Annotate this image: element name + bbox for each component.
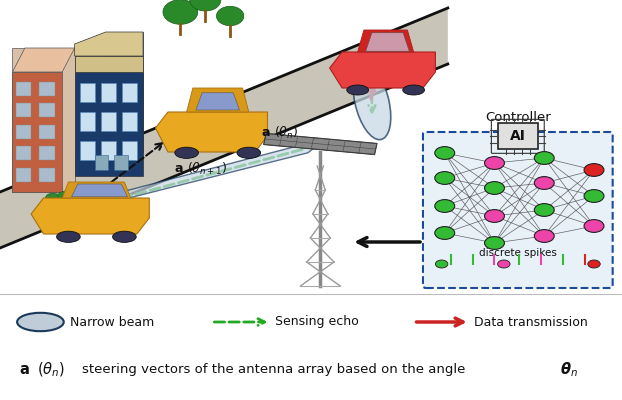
- Polygon shape: [187, 88, 249, 112]
- Circle shape: [435, 200, 455, 212]
- Bar: [498, 123, 538, 149]
- Circle shape: [534, 230, 554, 242]
- Bar: [80, 83, 95, 102]
- Polygon shape: [196, 93, 239, 110]
- Bar: [16, 146, 31, 160]
- Circle shape: [584, 164, 604, 176]
- Circle shape: [435, 147, 455, 160]
- Bar: [16, 82, 31, 96]
- Ellipse shape: [216, 6, 244, 26]
- Polygon shape: [75, 32, 143, 56]
- Bar: [16, 125, 31, 139]
- Bar: [39, 82, 55, 96]
- Text: steering vectors of the antenna array based on the angle: steering vectors of the antenna array ba…: [82, 364, 465, 376]
- Polygon shape: [62, 182, 131, 198]
- Text: $(\theta_n)$: $(\theta_n)$: [274, 125, 298, 141]
- Polygon shape: [12, 72, 62, 192]
- Polygon shape: [50, 143, 314, 218]
- Bar: [39, 168, 55, 182]
- Text: AI: AI: [510, 129, 526, 143]
- Circle shape: [435, 226, 455, 239]
- Circle shape: [435, 172, 455, 184]
- Text: $\boldsymbol{\theta}_n$: $\boldsymbol{\theta}_n$: [560, 361, 578, 379]
- Circle shape: [584, 190, 604, 202]
- Ellipse shape: [163, 0, 198, 24]
- Ellipse shape: [237, 147, 261, 158]
- Bar: [39, 103, 55, 117]
- Text: Data transmission: Data transmission: [474, 316, 588, 328]
- Bar: [122, 112, 137, 131]
- Polygon shape: [72, 184, 128, 197]
- Text: $\mathbf{a}$: $\mathbf{a}$: [19, 362, 29, 378]
- Text: $(\theta_{n+1})$: $(\theta_{n+1})$: [187, 161, 227, 177]
- Ellipse shape: [57, 231, 80, 242]
- Circle shape: [485, 156, 504, 170]
- Circle shape: [534, 204, 554, 216]
- Circle shape: [485, 182, 504, 194]
- Polygon shape: [156, 112, 267, 152]
- Polygon shape: [12, 48, 75, 72]
- Bar: [101, 112, 116, 131]
- Bar: [101, 83, 116, 102]
- Bar: [122, 83, 137, 102]
- Ellipse shape: [402, 85, 424, 95]
- Bar: [80, 141, 95, 160]
- Bar: [122, 141, 137, 160]
- Ellipse shape: [353, 64, 391, 140]
- Polygon shape: [264, 134, 377, 154]
- Text: Controller: Controller: [485, 111, 550, 124]
- Bar: [39, 125, 55, 139]
- Text: Sensing echo: Sensing echo: [275, 316, 359, 328]
- Polygon shape: [75, 56, 143, 176]
- Circle shape: [534, 177, 554, 190]
- Bar: [101, 141, 116, 160]
- Bar: [16, 168, 31, 182]
- Circle shape: [435, 260, 448, 268]
- Bar: [16, 103, 31, 117]
- Ellipse shape: [17, 313, 63, 331]
- Polygon shape: [0, 8, 448, 248]
- Circle shape: [498, 260, 510, 268]
- Circle shape: [485, 210, 504, 222]
- Text: Narrow beam: Narrow beam: [70, 316, 154, 328]
- Text: $\mathbf{a}$: $\mathbf{a}$: [261, 126, 271, 139]
- Text: $(\theta_n)$: $(\theta_n)$: [37, 361, 65, 379]
- Polygon shape: [75, 56, 143, 72]
- Bar: [95, 155, 108, 170]
- Bar: [114, 155, 128, 170]
- FancyBboxPatch shape: [423, 132, 613, 288]
- Polygon shape: [330, 52, 435, 88]
- Ellipse shape: [190, 0, 221, 11]
- Bar: [80, 112, 95, 131]
- Text: discrete spikes: discrete spikes: [479, 248, 557, 258]
- Circle shape: [45, 193, 60, 203]
- Circle shape: [534, 152, 554, 164]
- Polygon shape: [12, 48, 75, 192]
- Circle shape: [588, 260, 600, 268]
- Ellipse shape: [113, 231, 136, 242]
- Circle shape: [58, 191, 73, 201]
- Ellipse shape: [175, 147, 198, 158]
- Circle shape: [485, 236, 504, 250]
- Bar: [39, 146, 55, 160]
- Ellipse shape: [346, 85, 368, 95]
- Text: $\mathbf{a}$: $\mathbf{a}$: [174, 162, 183, 175]
- Polygon shape: [358, 30, 414, 52]
- Polygon shape: [31, 198, 149, 234]
- Polygon shape: [366, 33, 409, 51]
- Polygon shape: [106, 32, 143, 152]
- Circle shape: [584, 220, 604, 232]
